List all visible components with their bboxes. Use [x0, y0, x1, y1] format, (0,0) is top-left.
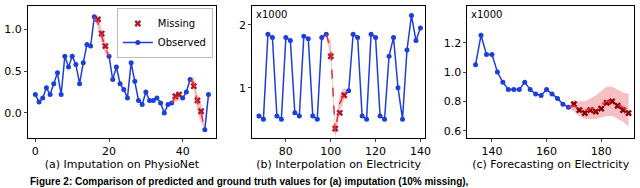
svg-text:100: 100 [320, 145, 341, 158]
svg-text:0.8: 0.8 [444, 95, 462, 108]
svg-text:140: 140 [481, 145, 502, 158]
svg-text:0: 0 [32, 145, 39, 158]
svg-text:0.6: 0.6 [444, 125, 462, 138]
svg-text:180: 180 [591, 145, 612, 158]
svg-text:160: 160 [536, 145, 557, 158]
svg-text:(b) Interpolation on Electrici: (b) Interpolation on Electricity [256, 158, 421, 171]
svg-text:1.0: 1.0 [4, 23, 22, 36]
svg-text:80: 80 [279, 145, 293, 158]
svg-text:x1000: x1000 [256, 9, 287, 20]
svg-text:Observed: Observed [158, 37, 206, 48]
svg-text:1: 1 [239, 82, 246, 95]
svg-text:(c) Forecasting on Electricity: (c) Forecasting on Electricity [472, 158, 630, 171]
svg-text:40: 40 [176, 145, 190, 158]
svg-text:20: 20 [102, 145, 116, 158]
svg-text:0.5: 0.5 [4, 65, 22, 78]
svg-text:1.2: 1.2 [444, 37, 462, 50]
svg-text:0.0: 0.0 [4, 107, 22, 120]
svg-text:1.0: 1.0 [444, 66, 462, 79]
svg-text:120: 120 [365, 145, 386, 158]
svg-text:x1000: x1000 [471, 9, 502, 20]
svg-text:(a) Imputation on PhysioNet: (a) Imputation on PhysioNet [45, 158, 200, 171]
svg-text:Figure 2: Comparison of predic: Figure 2: Comparison of predicted and gr… [30, 176, 469, 187]
svg-text:2: 2 [239, 19, 246, 32]
svg-text:140: 140 [410, 145, 431, 158]
svg-text:Missing: Missing [158, 18, 195, 29]
